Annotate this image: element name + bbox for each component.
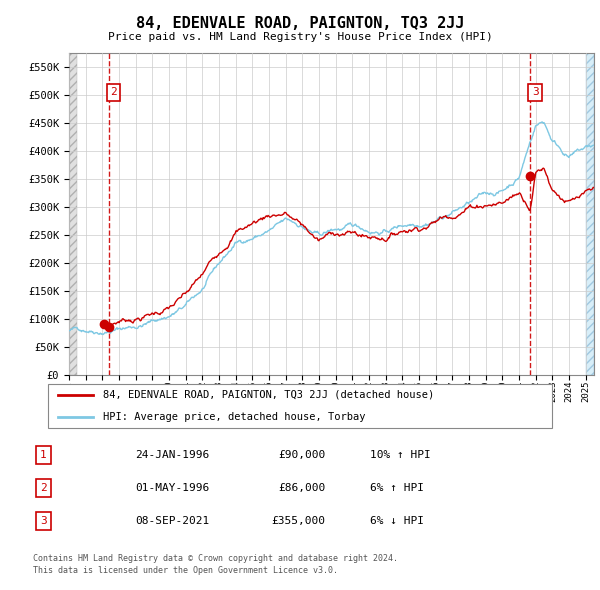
Text: 24-JAN-1996: 24-JAN-1996 — [136, 450, 210, 460]
Text: 2: 2 — [110, 87, 117, 97]
Text: HPI: Average price, detached house, Torbay: HPI: Average price, detached house, Torb… — [103, 412, 366, 422]
Text: £90,000: £90,000 — [278, 450, 325, 460]
Text: 3: 3 — [532, 87, 539, 97]
Text: Contains HM Land Registry data © Crown copyright and database right 2024.: Contains HM Land Registry data © Crown c… — [33, 553, 398, 563]
Text: 84, EDENVALE ROAD, PAIGNTON, TQ3 2JJ: 84, EDENVALE ROAD, PAIGNTON, TQ3 2JJ — [136, 16, 464, 31]
Text: 08-SEP-2021: 08-SEP-2021 — [136, 516, 210, 526]
Text: 3: 3 — [40, 516, 47, 526]
Bar — [69, 53, 77, 375]
Text: 84, EDENVALE ROAD, PAIGNTON, TQ3 2JJ (detached house): 84, EDENVALE ROAD, PAIGNTON, TQ3 2JJ (de… — [103, 389, 434, 399]
Text: 01-MAY-1996: 01-MAY-1996 — [136, 483, 210, 493]
Bar — [586, 53, 594, 375]
Text: This data is licensed under the Open Government Licence v3.0.: This data is licensed under the Open Gov… — [33, 566, 338, 575]
Text: 1: 1 — [40, 450, 47, 460]
Text: Price paid vs. HM Land Registry's House Price Index (HPI): Price paid vs. HM Land Registry's House … — [107, 32, 493, 41]
Text: £355,000: £355,000 — [271, 516, 325, 526]
Text: 6% ↑ HPI: 6% ↑ HPI — [370, 483, 424, 493]
Text: 10% ↑ HPI: 10% ↑ HPI — [370, 450, 431, 460]
FancyBboxPatch shape — [48, 384, 552, 428]
Text: £86,000: £86,000 — [278, 483, 325, 493]
Text: 2: 2 — [40, 483, 47, 493]
Text: 6% ↓ HPI: 6% ↓ HPI — [370, 516, 424, 526]
